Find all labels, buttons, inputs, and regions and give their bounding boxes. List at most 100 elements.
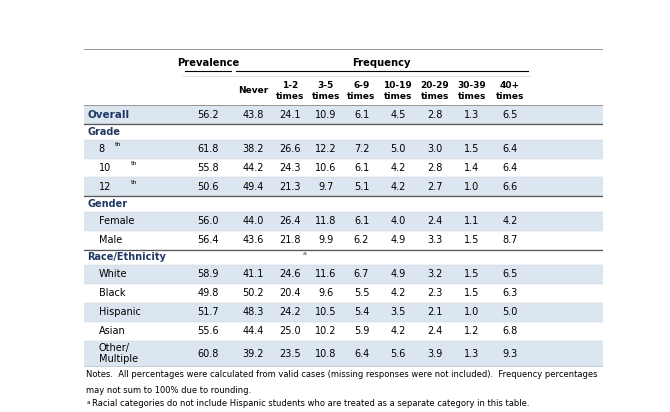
Text: 60.8: 60.8 xyxy=(197,349,218,359)
Text: 2.1: 2.1 xyxy=(427,307,443,317)
Text: 48.3: 48.3 xyxy=(243,307,264,317)
Text: 5.9: 5.9 xyxy=(354,326,369,336)
Text: 56.4: 56.4 xyxy=(197,235,218,245)
Text: 3.9: 3.9 xyxy=(427,349,443,359)
Text: 1.5: 1.5 xyxy=(464,144,479,154)
Text: th: th xyxy=(131,180,137,185)
Text: 30-39
times: 30-39 times xyxy=(457,81,486,101)
Bar xyxy=(84,159,603,178)
Text: 6.6: 6.6 xyxy=(502,182,518,192)
Text: 10.8: 10.8 xyxy=(316,349,336,359)
Bar xyxy=(84,231,603,250)
Text: 10.9: 10.9 xyxy=(316,110,336,120)
Text: 24.1: 24.1 xyxy=(279,110,301,120)
Text: 2.8: 2.8 xyxy=(427,110,443,120)
Text: 26.4: 26.4 xyxy=(279,216,301,226)
Text: Other/
Multiple: Other/ Multiple xyxy=(98,343,138,365)
Text: 1.2: 1.2 xyxy=(464,326,479,336)
Text: 44.4: 44.4 xyxy=(243,326,264,336)
Text: 5.0: 5.0 xyxy=(502,307,518,317)
Text: 11.8: 11.8 xyxy=(316,216,336,226)
Text: 4.0: 4.0 xyxy=(390,216,405,226)
Text: 61.8: 61.8 xyxy=(197,144,218,154)
Text: 43.8: 43.8 xyxy=(243,110,264,120)
Text: 24.2: 24.2 xyxy=(279,307,302,317)
Text: 38.2: 38.2 xyxy=(243,144,264,154)
Text: 4.5: 4.5 xyxy=(390,110,405,120)
Text: 6.8: 6.8 xyxy=(502,326,518,336)
Text: Grade: Grade xyxy=(87,127,121,137)
Text: 9.6: 9.6 xyxy=(318,288,334,298)
Text: 44.0: 44.0 xyxy=(243,216,264,226)
Text: 40+
times: 40+ times xyxy=(496,81,524,101)
Text: 1.3: 1.3 xyxy=(464,349,479,359)
Text: 4.2: 4.2 xyxy=(502,216,518,226)
Text: 21.8: 21.8 xyxy=(279,235,301,245)
Text: 21.3: 21.3 xyxy=(279,182,301,192)
Text: Gender: Gender xyxy=(87,199,127,209)
Text: th: th xyxy=(131,162,137,166)
Text: 9.9: 9.9 xyxy=(318,235,334,245)
Text: 4.2: 4.2 xyxy=(390,288,405,298)
Text: 3.2: 3.2 xyxy=(427,269,443,279)
Text: 51.7: 51.7 xyxy=(197,307,218,317)
Text: th: th xyxy=(115,143,122,147)
Text: 56.2: 56.2 xyxy=(197,110,218,120)
Text: Never: Never xyxy=(238,87,268,95)
Text: Prevalence: Prevalence xyxy=(177,58,239,68)
Text: 8: 8 xyxy=(98,144,105,154)
Text: 2.4: 2.4 xyxy=(427,326,443,336)
Text: Overall: Overall xyxy=(87,110,129,120)
Text: 10.5: 10.5 xyxy=(315,307,337,317)
Text: 10-19
times: 10-19 times xyxy=(383,81,412,101)
Text: 3-5
times: 3-5 times xyxy=(312,81,340,101)
Text: Race/Ethnicity: Race/Ethnicity xyxy=(87,252,166,262)
Text: 24.3: 24.3 xyxy=(279,163,301,173)
Text: Male: Male xyxy=(98,235,122,245)
Text: 55.8: 55.8 xyxy=(197,163,218,173)
Text: 10.6: 10.6 xyxy=(316,163,336,173)
Text: 6.7: 6.7 xyxy=(354,269,369,279)
Text: 4.2: 4.2 xyxy=(390,163,405,173)
Text: 4.2: 4.2 xyxy=(390,326,405,336)
Text: Female: Female xyxy=(98,216,134,226)
Text: 12: 12 xyxy=(98,182,111,192)
Text: Hispanic: Hispanic xyxy=(98,307,141,317)
Text: 7.2: 7.2 xyxy=(354,144,369,154)
Text: 6.4: 6.4 xyxy=(502,163,518,173)
Text: 1.5: 1.5 xyxy=(464,269,479,279)
Text: 49.8: 49.8 xyxy=(197,288,218,298)
Text: 10: 10 xyxy=(98,163,111,173)
Text: 6-9
times: 6-9 times xyxy=(347,81,376,101)
Bar xyxy=(84,265,603,284)
Text: 2.7: 2.7 xyxy=(427,182,443,192)
Text: 8.7: 8.7 xyxy=(502,235,518,245)
Bar xyxy=(84,124,603,140)
Text: 3.3: 3.3 xyxy=(427,235,443,245)
Text: 5.6: 5.6 xyxy=(390,349,405,359)
Bar xyxy=(84,105,603,124)
Text: 43.6: 43.6 xyxy=(243,235,264,245)
Bar xyxy=(84,212,603,231)
Bar xyxy=(84,49,603,76)
Text: 9.3: 9.3 xyxy=(502,349,518,359)
Text: 50.2: 50.2 xyxy=(243,288,264,298)
Text: 12.2: 12.2 xyxy=(315,144,337,154)
Text: 6.4: 6.4 xyxy=(354,349,369,359)
Text: 1-2
times: 1-2 times xyxy=(276,81,305,101)
Text: 26.6: 26.6 xyxy=(279,144,301,154)
Text: 6.1: 6.1 xyxy=(354,216,369,226)
Text: 41.1: 41.1 xyxy=(243,269,264,279)
Text: 50.6: 50.6 xyxy=(197,182,218,192)
Text: 6.2: 6.2 xyxy=(354,235,369,245)
Text: 2.4: 2.4 xyxy=(427,216,443,226)
Text: 56.0: 56.0 xyxy=(197,216,218,226)
Text: 5.4: 5.4 xyxy=(354,307,369,317)
Text: 23.5: 23.5 xyxy=(279,349,302,359)
Bar xyxy=(84,76,603,105)
Bar xyxy=(84,303,603,322)
Text: a: a xyxy=(302,251,306,256)
Text: 1.4: 1.4 xyxy=(464,163,479,173)
Text: 3.5: 3.5 xyxy=(390,307,405,317)
Text: 55.6: 55.6 xyxy=(197,326,218,336)
